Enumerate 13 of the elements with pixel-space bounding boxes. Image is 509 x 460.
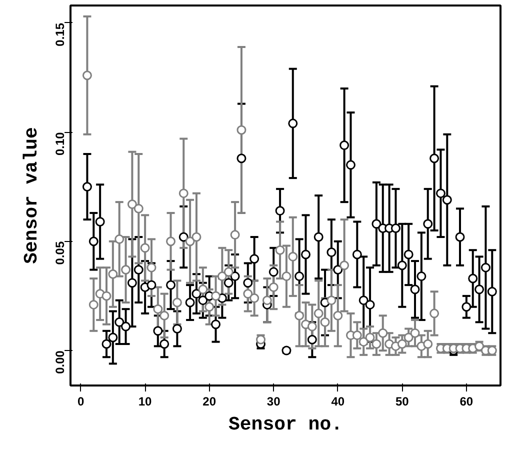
x-axis-title: Sensor no.: [228, 414, 343, 436]
y-tick-label: 0.15: [53, 22, 67, 46]
y-tick-label: 0.00: [53, 350, 67, 374]
x-tick-label: 60: [460, 394, 474, 408]
y-tick-label: 0.05: [53, 241, 67, 265]
x-tick-label: 50: [395, 394, 410, 408]
x-tick-label: 10: [138, 394, 152, 408]
x-tick-label: 30: [266, 394, 281, 408]
y-tick-label: 0.10: [53, 132, 67, 156]
x-tick-label: 20: [202, 394, 216, 408]
x-tick-label: 0: [77, 394, 84, 408]
y-axis-title: Sensor value: [20, 127, 42, 264]
x-tick-label: 40: [331, 394, 345, 408]
